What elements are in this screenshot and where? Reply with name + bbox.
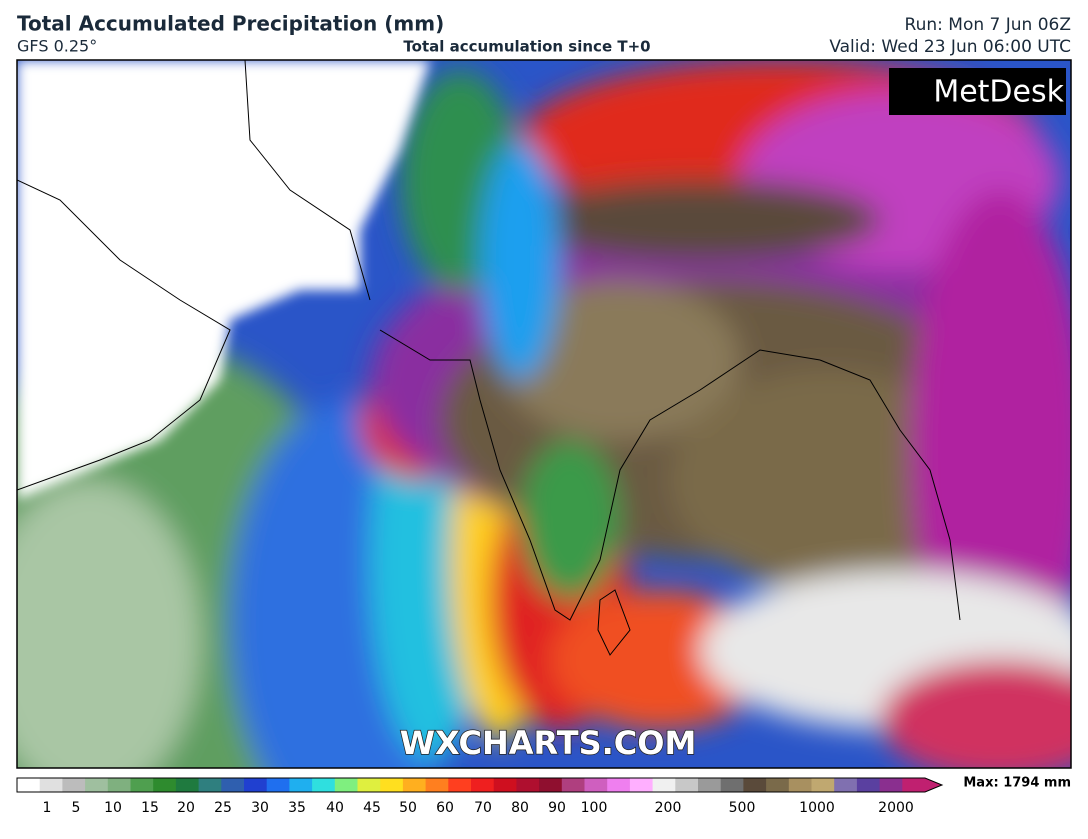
colorbar-swatch — [879, 778, 903, 792]
colorbar-swatch — [244, 778, 268, 792]
colorbar-swatch — [175, 778, 200, 792]
colorbar-swatch — [471, 778, 495, 792]
map-frame — [16, 59, 1072, 769]
colorbar-swatch — [561, 778, 585, 792]
colorbar-tick-label: 30 — [251, 800, 269, 816]
colorbar-swatch — [62, 778, 86, 792]
colorbar-tick-label: 500 — [729, 800, 756, 816]
colorbar-arrow — [925, 778, 942, 792]
colorbar-tick-label: 90 — [548, 800, 566, 816]
colorbar-swatch — [425, 778, 449, 792]
watermark: WXCHARTS.COM — [400, 724, 697, 762]
colorbar-swatch — [107, 778, 131, 792]
colorbar-tick-label: 10 — [104, 800, 122, 816]
map: MetDesk WXCHARTS.COM — [17, 60, 1071, 768]
colorbar-swatch — [266, 778, 290, 792]
colorbar-swatch — [130, 778, 154, 792]
colorbar-swatch — [675, 778, 699, 792]
colorbar-swatch — [153, 778, 177, 792]
colorbar-tick-label: 1000 — [799, 800, 835, 816]
colorbar-tick-label: 70 — [474, 800, 492, 816]
colorbar-swatch — [198, 778, 222, 792]
colorbar: 1 5 10 15 20 25 30 35 40 45 50 60 70 80 90 100 200 500 100… — [16, 777, 944, 816]
subtitle: Total accumulation since T+0 — [403, 38, 650, 56]
colorbar-swatch — [539, 778, 563, 792]
colorbar-tick-label: 100 — [581, 800, 608, 816]
colorbar-swatch — [720, 778, 744, 792]
colorbar-swatch — [856, 778, 881, 792]
title: Total Accumulated Precipitation (mm) — [17, 12, 444, 36]
colorbar-swatch — [743, 778, 767, 792]
colorbar-swatch — [811, 778, 835, 792]
colorbar-tick-label: 15 — [141, 800, 159, 816]
colorbar-tick-label: 40 — [326, 800, 344, 816]
colorbar-swatch — [334, 778, 358, 792]
colorbar-swatch — [629, 778, 654, 792]
colorbar-tick-label: 2000 — [878, 800, 914, 816]
colorbar-tick-label: 20 — [177, 800, 195, 816]
colorbar-tick-label: 25 — [214, 800, 232, 816]
colorbar-swatch — [448, 778, 472, 792]
colorbar-swatch — [221, 778, 245, 792]
colorbar-swatch — [607, 778, 631, 792]
colorbar-swatch — [357, 778, 381, 792]
colorbar-swatch — [516, 778, 540, 792]
colorbar-frame — [16, 777, 944, 793]
colorbar-swatch — [652, 778, 676, 792]
colorbar-swatch — [289, 778, 313, 792]
colorbar-swatch — [902, 778, 926, 792]
colorbar-swatch — [17, 778, 41, 792]
colorbar-swatch — [380, 778, 404, 792]
colorbar-tick-label: 1 — [43, 800, 52, 816]
colorbar-swatch — [788, 778, 812, 792]
colorbar-swatch — [85, 778, 109, 792]
colorbar-tick-label: 60 — [436, 800, 454, 816]
colorbar-tick-label: 45 — [363, 800, 381, 816]
colorbar-swatch — [834, 778, 858, 792]
colorbar-swatch — [402, 778, 427, 792]
max-label: Max: 1794 mm — [963, 776, 1071, 791]
colorbar-swatch — [584, 778, 608, 792]
colorbar-tick-label: 80 — [511, 800, 529, 816]
colorbar-swatch — [766, 778, 790, 792]
colorbar-tick-label: 50 — [399, 800, 417, 816]
valid: Valid: Wed 23 Jun 06:00 UTC — [829, 37, 1071, 57]
logo: MetDesk — [933, 75, 1064, 110]
colorbar-swatch — [698, 778, 722, 792]
colorbar-tick-label: 5 — [72, 800, 81, 816]
colorbar-tick-label: 35 — [288, 800, 306, 816]
colorbar-tick-label: 200 — [655, 800, 682, 816]
colorbar-swatch — [493, 778, 517, 792]
colorbar-swatch — [39, 778, 63, 792]
run: Run: Mon 7 Jun 06Z — [905, 15, 1071, 35]
model: GFS 0.25° — [17, 37, 97, 56]
colorbar-swatch — [312, 778, 336, 792]
